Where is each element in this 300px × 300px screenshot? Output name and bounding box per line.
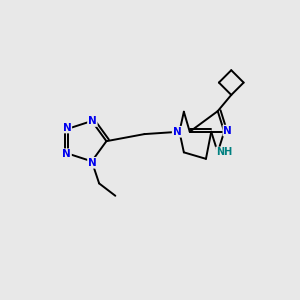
Text: NH: NH bbox=[216, 147, 232, 158]
Text: N: N bbox=[88, 116, 97, 126]
Text: N: N bbox=[62, 122, 71, 133]
Text: N: N bbox=[224, 126, 232, 136]
Text: N: N bbox=[173, 127, 182, 137]
Text: N: N bbox=[88, 158, 97, 168]
Text: N: N bbox=[62, 149, 71, 159]
